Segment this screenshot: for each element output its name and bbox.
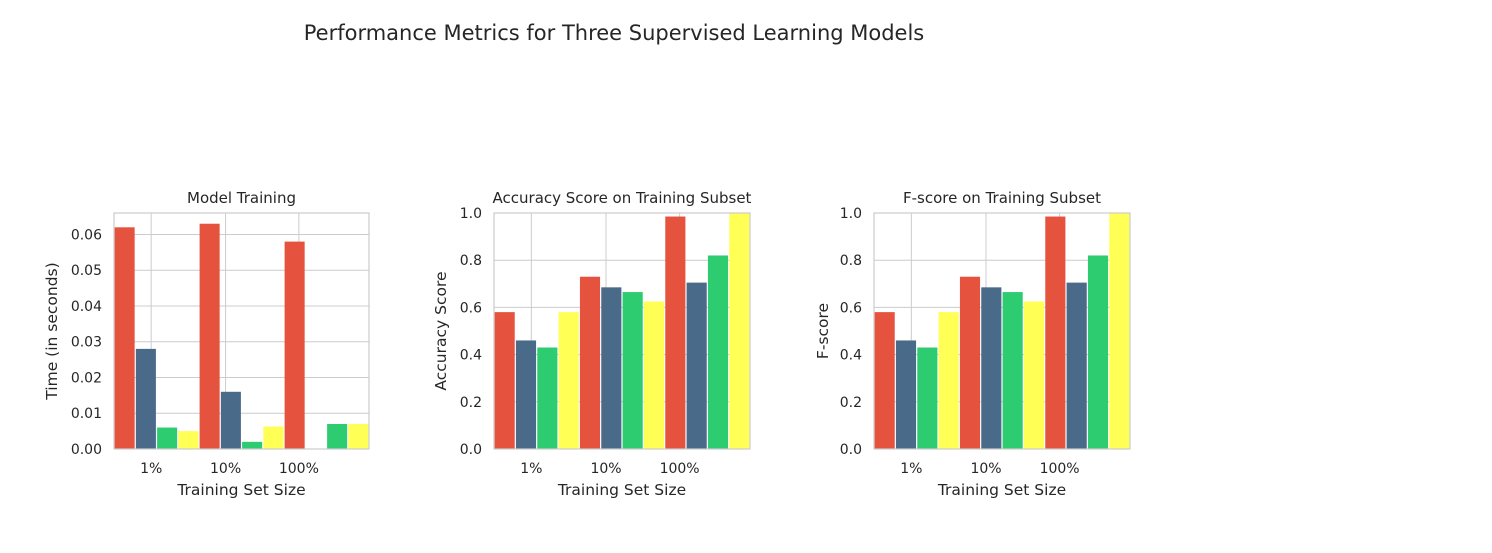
bar (665, 216, 686, 449)
x-tick-label: 10% (970, 461, 1001, 477)
panel-title: F-score on Training Subset (903, 189, 1101, 207)
plot-frame (873, 212, 1131, 450)
bar (494, 312, 515, 449)
y-axis-label: Time (in seconds) (43, 262, 61, 400)
bar (1087, 255, 1109, 449)
x-tick-label: 100% (279, 461, 319, 477)
bar (1066, 282, 1087, 449)
x-axis-label: Training Set Size (557, 481, 686, 499)
y-tick-label: 0.03 (71, 335, 102, 351)
x-axis-label: Training Set Size (176, 481, 305, 499)
figure-title: Performance Metrics for Three Supervised… (304, 21, 925, 45)
y-tick-label: 0.05 (71, 263, 102, 279)
bar (917, 347, 938, 449)
y-tick-label: 0.2 (460, 395, 482, 411)
bar (686, 282, 707, 449)
y-tick-label: 0.0 (460, 442, 482, 458)
y-tick-label: 0.2 (840, 395, 862, 411)
y-tick-label: 0.02 (71, 370, 102, 386)
y-tick-label: 1.0 (840, 206, 862, 222)
y-tick-label: 0.4 (840, 348, 862, 364)
bar (178, 431, 199, 449)
x-tick-label: 100% (1040, 461, 1080, 477)
x-tick-label: 1% (900, 461, 922, 477)
x-tick-label: 100% (660, 461, 700, 477)
bar (348, 423, 369, 449)
bar (157, 427, 178, 449)
panel-title: Model Training (187, 189, 296, 207)
y-tick-label: 0.01 (71, 406, 102, 422)
bar (220, 391, 241, 449)
panel-title: Accuracy Score on Training Subset (493, 189, 752, 207)
y-tick-label: 0.06 (71, 227, 102, 243)
x-tick-label: 1% (140, 461, 162, 477)
bar (959, 276, 981, 449)
y-tick-label: 1.0 (460, 206, 482, 222)
bar (327, 423, 348, 449)
bar (263, 426, 284, 449)
y-tick-label: 0.04 (71, 299, 102, 315)
y-tick-label: 0.0 (840, 442, 862, 458)
bar (938, 312, 959, 449)
x-tick-label: 1% (520, 461, 542, 477)
bar (622, 292, 643, 449)
bar (284, 241, 305, 449)
panel-f-score: 0.0 0.2 0.4 0.6 0.8 1.0 1% 10% 100% F-score on Tr… (814, 189, 1131, 499)
bar (729, 213, 750, 449)
y-tick-label: 0.6 (840, 300, 862, 316)
x-tick-label: 10% (210, 461, 241, 477)
bar (1002, 292, 1023, 449)
bar (981, 287, 1002, 449)
bar (199, 223, 220, 449)
bar (242, 441, 263, 449)
plot-frame (113, 212, 370, 450)
bar (643, 301, 665, 449)
bar (579, 276, 601, 449)
bar (707, 255, 729, 449)
y-tick-label: 0.00 (71, 442, 102, 458)
y-tick-label: 0.8 (460, 253, 482, 269)
bar (1023, 301, 1045, 449)
bar (114, 227, 135, 449)
bar (1109, 213, 1130, 449)
bar (874, 312, 895, 449)
y-tick-label: 0.6 (460, 300, 482, 316)
panel-accuracy-score: 0.0 0.2 0.4 0.6 0.8 1.0 1% 10% 100% Accuracy Scor… (432, 189, 752, 499)
bar (601, 287, 622, 449)
bar (515, 340, 537, 449)
bar (558, 312, 579, 449)
bar (895, 340, 917, 449)
panel-model-training: 0.00 0.01 0.02 0.03 0.04 0.05 0.06 1% 10% 100% Mod… (43, 189, 370, 499)
y-tick-label: 0.8 (840, 253, 862, 269)
x-axis-label: Training Set Size (937, 481, 1066, 499)
plot-frame (493, 212, 751, 450)
bar (1045, 216, 1066, 449)
x-tick-label: 10% (590, 461, 621, 477)
bar (135, 348, 156, 449)
y-tick-label: 0.4 (460, 348, 482, 364)
bar (537, 347, 558, 449)
y-axis-label: F-score (814, 303, 832, 359)
y-axis-label: Accuracy Score (432, 271, 450, 390)
